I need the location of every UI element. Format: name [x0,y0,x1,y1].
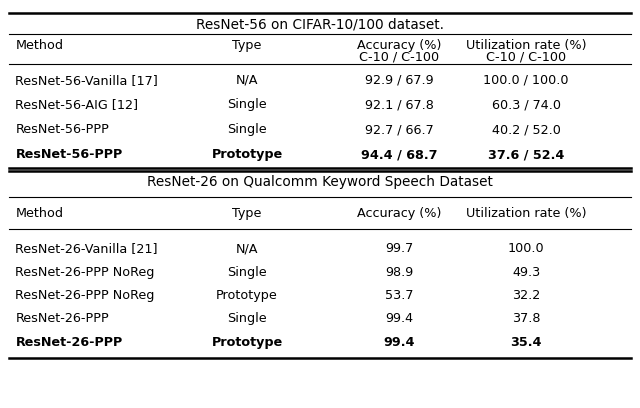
Text: N/A: N/A [236,73,259,86]
Text: ResNet-56 on CIFAR-10/100 dataset.: ResNet-56 on CIFAR-10/100 dataset. [196,18,444,32]
Text: 100.0: 100.0 [508,242,545,255]
Text: Method: Method [15,38,63,51]
Text: Prototype: Prototype [216,289,278,302]
Text: ResNet-26-PPP: ResNet-26-PPP [15,312,109,325]
Text: Utilization rate (%): Utilization rate (%) [466,38,586,51]
Text: Single: Single [227,98,267,111]
Text: ResNet-56-Vanilla [17]: ResNet-56-Vanilla [17] [15,73,158,86]
Text: ResNet-56-PPP: ResNet-56-PPP [15,149,123,162]
Text: 40.2 / 52.0: 40.2 / 52.0 [492,124,561,136]
Text: Type: Type [232,38,262,51]
Text: Accuracy (%): Accuracy (%) [357,38,442,51]
Text: ResNet-26-PPP NoReg: ResNet-26-PPP NoReg [15,289,155,302]
Text: Type: Type [232,207,262,220]
Text: ResNet-26 on Qualcomm Keyword Speech Dataset: ResNet-26 on Qualcomm Keyword Speech Dat… [147,175,493,189]
Text: ResNet-26-PPP NoReg: ResNet-26-PPP NoReg [15,266,155,279]
Text: 49.3: 49.3 [512,266,540,279]
Text: 37.8: 37.8 [512,312,540,325]
Text: C-10 / C-100: C-10 / C-100 [486,51,566,64]
Text: N/A: N/A [236,242,259,255]
Text: 37.6 / 52.4: 37.6 / 52.4 [488,149,564,162]
Text: 53.7: 53.7 [385,289,413,302]
Text: Single: Single [227,266,267,279]
Text: ResNet-56-PPP: ResNet-56-PPP [15,124,109,136]
Text: 60.3 / 74.0: 60.3 / 74.0 [492,98,561,111]
Text: 100.0 / 100.0: 100.0 / 100.0 [483,73,569,86]
Text: Single: Single [227,312,267,325]
Text: C-10 / C-100: C-10 / C-100 [359,51,440,64]
Text: 32.2: 32.2 [512,289,540,302]
Text: Single: Single [227,124,267,136]
Text: 99.7: 99.7 [385,242,413,255]
Text: Accuracy (%): Accuracy (%) [357,207,442,220]
Text: Prototype: Prototype [211,335,283,348]
Text: Method: Method [15,207,63,220]
Text: ResNet-26-Vanilla [21]: ResNet-26-Vanilla [21] [15,242,158,255]
Text: Utilization rate (%): Utilization rate (%) [466,207,586,220]
Text: ResNet-26-PPP: ResNet-26-PPP [15,335,123,348]
Text: 92.7 / 66.7: 92.7 / 66.7 [365,124,434,136]
Text: 92.1 / 67.8: 92.1 / 67.8 [365,98,434,111]
Text: Prototype: Prototype [211,149,283,162]
Text: 98.9: 98.9 [385,266,413,279]
Text: 94.4 / 68.7: 94.4 / 68.7 [361,149,438,162]
Text: 99.4: 99.4 [383,335,415,348]
Text: ResNet-56-AIG [12]: ResNet-56-AIG [12] [15,98,138,111]
Text: 92.9 / 67.9: 92.9 / 67.9 [365,73,434,86]
Text: 35.4: 35.4 [511,335,542,348]
Text: 99.4: 99.4 [385,312,413,325]
